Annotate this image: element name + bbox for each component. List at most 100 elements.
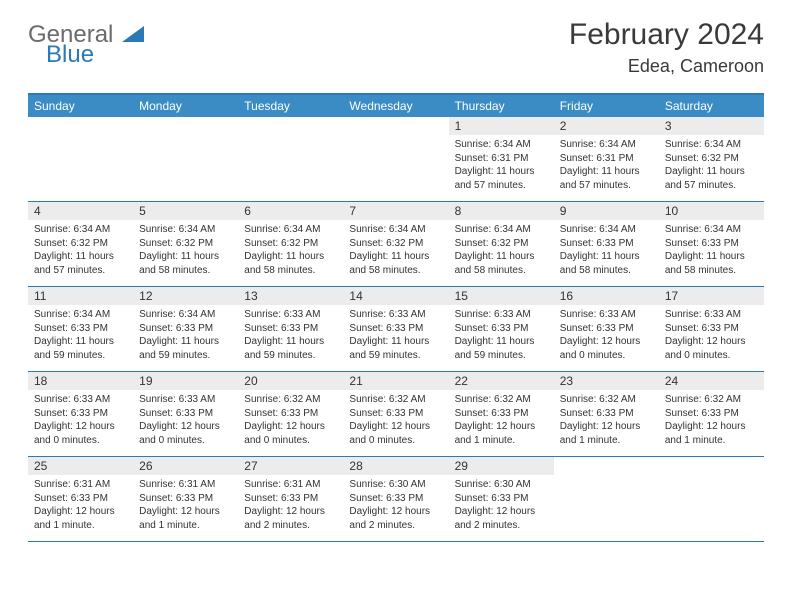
date-number: 10 [659, 202, 764, 220]
day-details: Sunrise: 6:30 AMSunset: 6:33 PMDaylight:… [449, 475, 554, 536]
daylight-text: Daylight: 11 hours and 59 minutes. [349, 335, 442, 362]
sunrise-text: Sunrise: 6:31 AM [244, 478, 337, 492]
sunset-text: Sunset: 6:32 PM [665, 152, 758, 166]
sunrise-text: Sunrise: 6:30 AM [349, 478, 442, 492]
sunrise-text: Sunrise: 6:33 AM [34, 393, 127, 407]
day-details: Sunrise: 6:33 AMSunset: 6:33 PMDaylight:… [28, 390, 133, 451]
day-cell: 18Sunrise: 6:33 AMSunset: 6:33 PMDayligh… [28, 372, 133, 456]
day-cell: 1Sunrise: 6:34 AMSunset: 6:31 PMDaylight… [449, 117, 554, 201]
day-cell: 8Sunrise: 6:34 AMSunset: 6:32 PMDaylight… [449, 202, 554, 286]
day-cell [659, 457, 764, 541]
daylight-text: Daylight: 11 hours and 57 minutes. [560, 165, 653, 192]
daylight-text: Daylight: 12 hours and 1 minute. [665, 420, 758, 447]
sunrise-text: Sunrise: 6:33 AM [349, 308, 442, 322]
sunrise-text: Sunrise: 6:34 AM [455, 138, 548, 152]
logo: General Blue [28, 18, 144, 65]
sunrise-text: Sunrise: 6:32 AM [244, 393, 337, 407]
day-cell: 27Sunrise: 6:31 AMSunset: 6:33 PMDayligh… [238, 457, 343, 541]
daylight-text: Daylight: 12 hours and 0 minutes. [244, 420, 337, 447]
sunset-text: Sunset: 6:33 PM [349, 407, 442, 421]
sunset-text: Sunset: 6:32 PM [244, 237, 337, 251]
date-number: 14 [343, 287, 448, 305]
day-cell: 20 Sunrise: 6:32 AMSunset: 6:33 PMDayligh… [238, 372, 343, 456]
daylight-text: Daylight: 11 hours and 58 minutes. [665, 250, 758, 277]
date-number: 4 [28, 202, 133, 220]
day-cell: 4 Sunrise: 6:34 AMSunset: 6:32 PMDaylight… [28, 202, 133, 286]
day-header: Monday [133, 95, 238, 117]
date-number: 27 [238, 457, 343, 475]
day-cell [133, 117, 238, 201]
day-cell: 9Sunrise: 6:34 AMSunset: 6:33 PMDaylight… [554, 202, 659, 286]
daylight-text: Daylight: 12 hours and 1 minute. [560, 420, 653, 447]
day-cell: 19Sunrise: 6:33 AMSunset: 6:33 PMDayligh… [133, 372, 238, 456]
daylight-text: Daylight: 12 hours and 0 minutes. [349, 420, 442, 447]
sunset-text: Sunset: 6:33 PM [139, 492, 232, 506]
sunrise-text: Sunrise: 6:34 AM [560, 223, 653, 237]
day-cell [238, 117, 343, 201]
date-number: 15 [449, 287, 554, 305]
calendar: Sunday Monday Tuesday Wednesday Thursday… [28, 93, 764, 542]
date-number: 20 [238, 372, 343, 390]
sunrise-text: Sunrise: 6:34 AM [139, 308, 232, 322]
week-row: 25Sunrise: 6:31 AMSunset: 6:33 PMDayligh… [28, 457, 764, 542]
sunset-text: Sunset: 6:33 PM [139, 407, 232, 421]
day-cell: 16Sunrise: 6:33 AMSunset: 6:33 PMDayligh… [554, 287, 659, 371]
day-details: Sunrise: 6:31 AMSunset: 6:33 PMDaylight:… [238, 475, 343, 536]
date-number: 19 [133, 372, 238, 390]
day-details: Sunrise: 6:34 AMSunset: 6:33 PMDaylight:… [554, 220, 659, 281]
date-number: 18 [28, 372, 133, 390]
daylight-text: Daylight: 11 hours and 59 minutes. [34, 335, 127, 362]
sunset-text: Sunset: 6:33 PM [34, 492, 127, 506]
day-cell: 6Sunrise: 6:34 AMSunset: 6:32 PMDaylight… [238, 202, 343, 286]
day-cell: 14Sunrise: 6:33 AMSunset: 6:33 PMDayligh… [343, 287, 448, 371]
sunset-text: Sunset: 6:33 PM [244, 492, 337, 506]
day-cell: 11Sunrise: 6:34 AMSunset: 6:33 PMDayligh… [28, 287, 133, 371]
sunset-text: Sunset: 6:32 PM [34, 237, 127, 251]
day-details: Sunrise: 6:32 AMSunset: 6:33 PMDaylight:… [449, 390, 554, 451]
daylight-text: Daylight: 11 hours and 57 minutes. [34, 250, 127, 277]
sunrise-text: Sunrise: 6:30 AM [455, 478, 548, 492]
sunrise-text: Sunrise: 6:34 AM [455, 223, 548, 237]
logo-triangle-icon [122, 21, 144, 48]
sunset-text: Sunset: 6:33 PM [665, 322, 758, 336]
date-number: 29 [449, 457, 554, 475]
day-cell: 15Sunrise: 6:33 AMSunset: 6:33 PMDayligh… [449, 287, 554, 371]
day-details: Sunrise: 6:31 AMSunset: 6:33 PMDaylight:… [133, 475, 238, 536]
day-details: Sunrise: 6:30 AMSunset: 6:33 PMDaylight:… [343, 475, 448, 536]
sunrise-text: Sunrise: 6:34 AM [665, 138, 758, 152]
sunset-text: Sunset: 6:33 PM [560, 407, 653, 421]
sunset-text: Sunset: 6:33 PM [560, 237, 653, 251]
day-cell [28, 117, 133, 201]
day-cell: 12Sunrise: 6:34 AMSunset: 6:33 PMDayligh… [133, 287, 238, 371]
day-cell: 3Sunrise: 6:34 AMSunset: 6:32 PMDaylight… [659, 117, 764, 201]
sunrise-text: Sunrise: 6:33 AM [244, 308, 337, 322]
day-details: Sunrise: 6:34 AMSunset: 6:32 PMDaylight:… [449, 220, 554, 281]
day-details: Sunrise: 6:33 AMSunset: 6:33 PMDaylight:… [133, 390, 238, 451]
sunrise-text: Sunrise: 6:34 AM [349, 223, 442, 237]
date-number: 5 [133, 202, 238, 220]
daylight-text: Daylight: 12 hours and 0 minutes. [665, 335, 758, 362]
day-cell: 2Sunrise: 6:34 AMSunset: 6:31 PMDaylight… [554, 117, 659, 201]
day-cell [554, 457, 659, 541]
day-header: Friday [554, 95, 659, 117]
sunset-text: Sunset: 6:33 PM [349, 492, 442, 506]
daylight-text: Daylight: 12 hours and 1 minute. [455, 420, 548, 447]
title-block: February 2024 Edea, Cameroon [569, 18, 764, 77]
sunrise-text: Sunrise: 6:33 AM [665, 308, 758, 322]
day-details: Sunrise: 6:34 AMSunset: 6:32 PMDaylight:… [343, 220, 448, 281]
date-number: 6 [238, 202, 343, 220]
sunset-text: Sunset: 6:33 PM [244, 407, 337, 421]
day-cell: 23Sunrise: 6:32 AMSunset: 6:33 PMDayligh… [554, 372, 659, 456]
sunrise-text: Sunrise: 6:33 AM [139, 393, 232, 407]
sunrise-text: Sunrise: 6:34 AM [34, 223, 127, 237]
daylight-text: Daylight: 11 hours and 58 minutes. [139, 250, 232, 277]
day-details: Sunrise: 6:34 AMSunset: 6:31 PMDaylight:… [554, 135, 659, 196]
day-details: Sunrise: 6:34 AMSunset: 6:33 PMDaylight:… [133, 305, 238, 366]
day-details: Sunrise: 6:33 AMSunset: 6:33 PMDaylight:… [554, 305, 659, 366]
daylight-text: Daylight: 12 hours and 0 minutes. [34, 420, 127, 447]
date-number: 7 [343, 202, 448, 220]
week-row: 18Sunrise: 6:33 AMSunset: 6:33 PMDayligh… [28, 372, 764, 457]
sunset-text: Sunset: 6:32 PM [139, 237, 232, 251]
daylight-text: Daylight: 12 hours and 2 minutes. [349, 505, 442, 532]
day-header: Tuesday [238, 95, 343, 117]
